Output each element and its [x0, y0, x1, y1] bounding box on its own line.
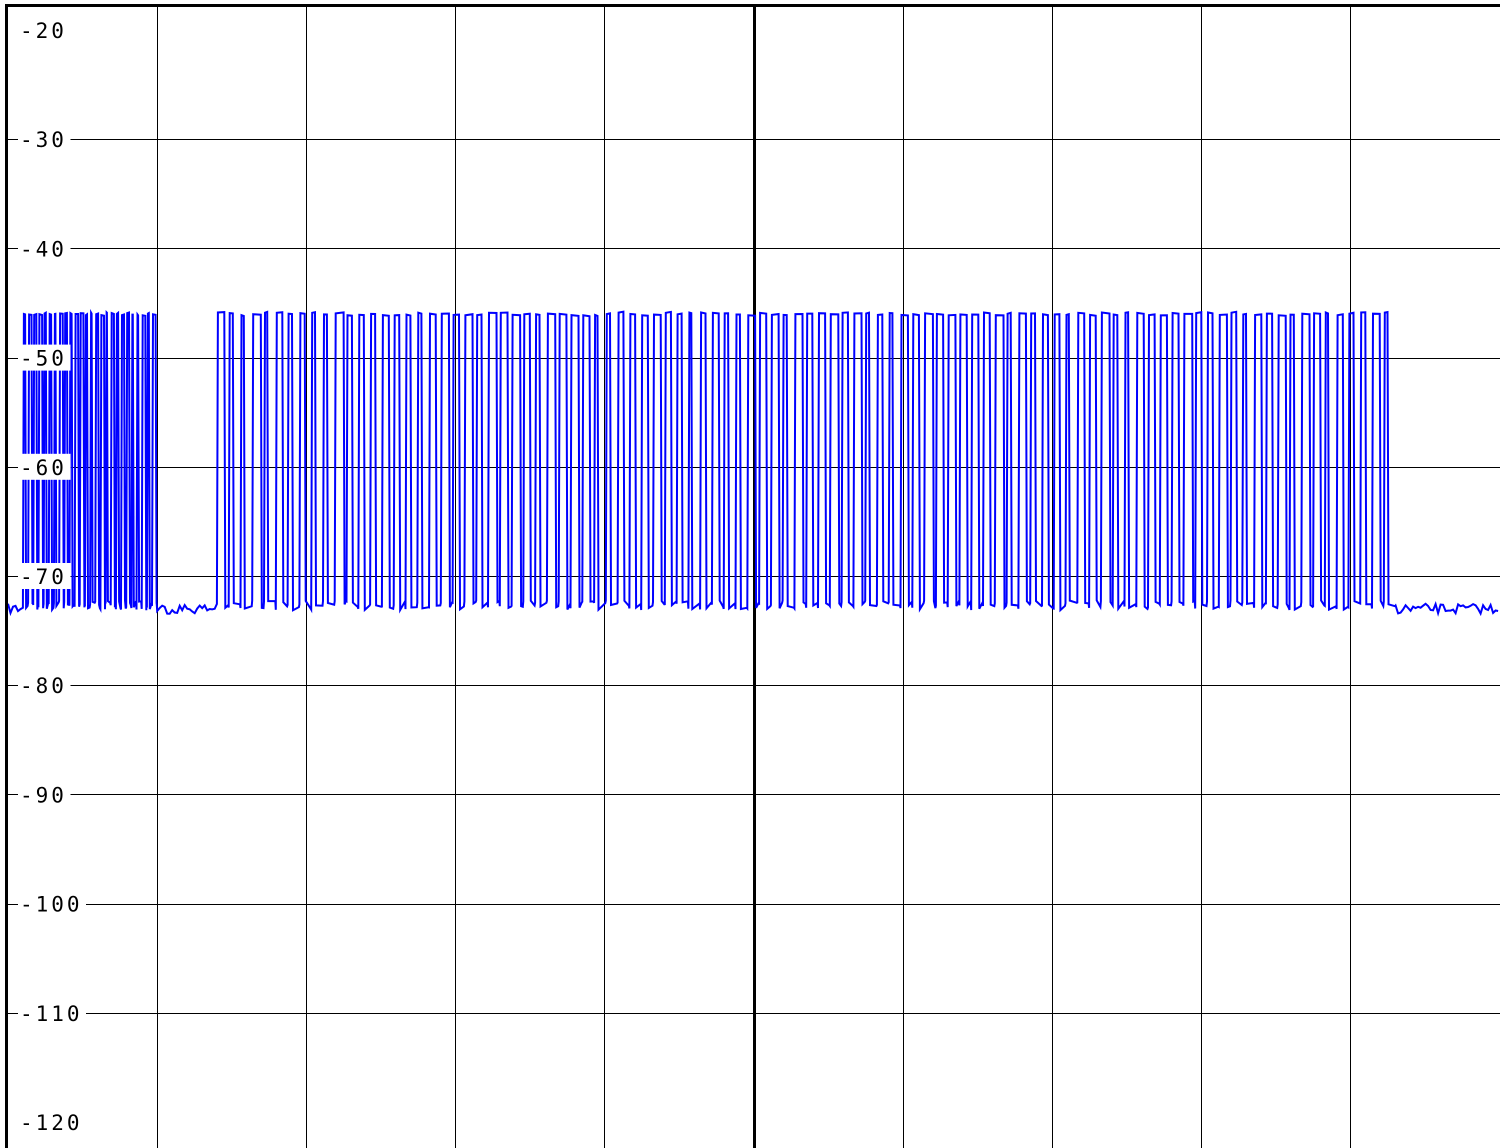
- tick-label-bg: [10, 1109, 78, 1135]
- tick-label-bg: [10, 563, 71, 589]
- tick-label-bg: [10, 126, 71, 153]
- tick-label-bg: [10, 235, 71, 262]
- y-tick-label: -110: [20, 1002, 83, 1026]
- tick-label-bg: [10, 781, 71, 808]
- y-tick-label: -90: [20, 783, 67, 807]
- plot-frame: [5, 4, 1500, 1148]
- y-tick-label: -40: [20, 237, 67, 261]
- y-tick-label: -100: [20, 893, 83, 917]
- tick-label-bg: [10, 17, 63, 43]
- grid: [8, 6, 1500, 1148]
- y-axis-ticks: -20 -30 -40 -50 -60 -70 -80 -90 -100 -110 -120: [8, 17, 86, 1135]
- tick-label-bg: [10, 344, 71, 371]
- y-tick-label: -20: [20, 19, 67, 43]
- y-tick-label: -70: [20, 565, 67, 589]
- trace-line: [7, 308, 1499, 617]
- tick-label-bg: [10, 999, 86, 1026]
- tick-label-bg: [10, 453, 71, 480]
- y-tick-label: -120: [20, 1111, 83, 1135]
- signal-trace: [7, 308, 1499, 617]
- y-tick-label: -80: [20, 674, 67, 698]
- y-tick-label: -30: [20, 128, 67, 152]
- tick-label-bg: [10, 672, 71, 699]
- y-tick-label: -60: [20, 456, 67, 480]
- tick-label-bg: [10, 890, 86, 917]
- y-tick-label: -50: [20, 347, 67, 371]
